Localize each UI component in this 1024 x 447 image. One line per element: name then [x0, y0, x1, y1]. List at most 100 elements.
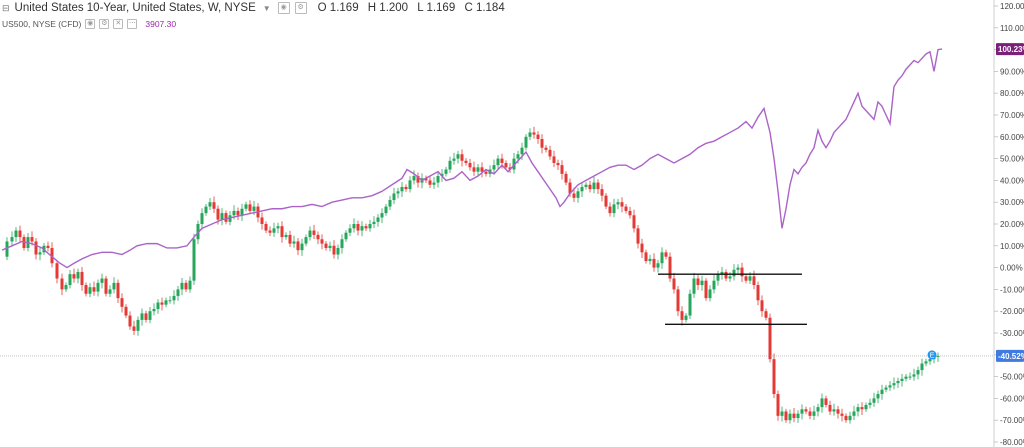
candle-body: [720, 271, 724, 275]
candle-body: [712, 280, 716, 290]
y-tick-label: 20.00%: [1000, 220, 1024, 229]
chevron-down-icon[interactable]: ▼: [262, 3, 271, 13]
y-tick-label: 0.00%: [1000, 264, 1023, 273]
candle-body: [628, 210, 632, 216]
candle-body: [252, 206, 256, 211]
candle-body: [416, 176, 420, 183]
candle-body: [428, 180, 432, 185]
event-marker-letter: E: [930, 353, 935, 360]
candle-body: [836, 409, 840, 414]
candle-body: [280, 226, 284, 238]
candle-body: [50, 247, 54, 264]
candle-body: [908, 376, 912, 378]
candle-body: [324, 243, 328, 248]
candle-body: [300, 243, 304, 251]
candle-body: [156, 302, 160, 310]
candle-body: [46, 245, 50, 248]
close-icon[interactable]: ✕: [113, 19, 124, 29]
candle-body: [484, 171, 488, 174]
candle-body: [224, 213, 228, 222]
candle-body: [880, 389, 884, 395]
y-tick-label: 80.00%: [1000, 89, 1024, 98]
candle-body: [652, 258, 656, 268]
candle-body: [888, 385, 892, 388]
candle-body: [540, 138, 544, 148]
candle-body: [148, 311, 152, 320]
candle-body: [168, 300, 172, 302]
collapse-icon[interactable]: ⊟: [2, 2, 10, 13]
main-symbol-title[interactable]: United States 10-Year, United States, W,…: [14, 2, 256, 14]
annotations-layer: [658, 273, 807, 325]
candle-body: [644, 252, 648, 262]
candle-body: [55, 263, 59, 279]
visibility-eye-icon[interactable]: ◉: [85, 19, 96, 29]
candle-body: [900, 378, 904, 381]
candle-body: [124, 306, 128, 316]
candle-body: [816, 407, 820, 412]
candle-body: [524, 136, 528, 148]
compare-symbol-title[interactable]: US500, NYSE (CFD): [2, 19, 82, 29]
candle-body: [392, 193, 396, 201]
price-axis[interactable]: 120.00%110.00%100.00%90.00%80.00%70.00%6…: [994, 2, 1024, 447]
candle-body: [80, 271, 84, 286]
candle-body: [852, 411, 856, 416]
candle-body: [592, 182, 596, 190]
candle-body: [332, 245, 336, 255]
candle-body: [76, 271, 80, 279]
candle-body: [404, 186, 408, 190]
candle-body: [856, 407, 860, 412]
candle-body: [768, 317, 772, 360]
candle-body: [5, 241, 9, 257]
event-marker[interactable]: E: [927, 350, 937, 360]
y-tick-label: -80.00%: [1000, 438, 1024, 447]
chart-legend-main: ⊟ United States 10-Year, United States, …: [2, 2, 511, 14]
candle-body: [260, 217, 264, 224]
candle-body: [292, 241, 296, 244]
candle-body: [88, 287, 92, 294]
candle-body: [10, 237, 14, 242]
candle-body: [560, 165, 564, 174]
candle-body: [604, 195, 608, 207]
candle-body: [624, 206, 628, 211]
candle-body: [884, 387, 888, 390]
candle-body: [668, 256, 672, 279]
candle-body: [916, 370, 920, 375]
visibility-eye-icon[interactable]: ◉: [277, 2, 290, 14]
candle-body: [424, 178, 428, 181]
candle-body: [152, 309, 156, 312]
candle-body: [144, 313, 148, 320]
candle-body: [564, 173, 568, 183]
settings-gear-icon[interactable]: ⚙: [99, 19, 110, 29]
candle-body: [732, 269, 736, 277]
candle-body: [412, 176, 416, 181]
candle-body: [828, 404, 832, 412]
event-marker-icon: [927, 350, 937, 360]
candle-body: [372, 221, 376, 224]
us500-last-value-badge: 100.23%: [998, 45, 1024, 54]
candle-body: [728, 276, 732, 279]
candle-body: [272, 228, 276, 233]
candle-body: [600, 189, 604, 196]
candle-body: [364, 226, 368, 229]
candle-body: [356, 224, 360, 231]
candle-body: [360, 226, 364, 231]
candle-body: [736, 267, 740, 270]
compare-value: 3907.30: [145, 19, 177, 29]
us500-last-value-badge-bg: [996, 43, 1024, 56]
candle-body: [480, 167, 484, 172]
candle-body: [688, 293, 692, 316]
candle-body: [304, 237, 308, 244]
last-value-badges: 100.23% -40.52%: [996, 43, 1024, 362]
ohlc-close: C 1.184: [464, 2, 505, 14]
candle-body: [800, 409, 804, 414]
ohlc-open: O 1.169: [317, 2, 359, 14]
candle-body: [640, 243, 644, 253]
candle-body: [336, 247, 340, 255]
candle-body: [608, 206, 612, 214]
candle-body: [548, 149, 552, 157]
candle-body: [160, 302, 164, 305]
settings-gear-icon[interactable]: ⚙: [294, 2, 307, 14]
more-icon[interactable]: ⋯: [127, 19, 138, 29]
candle-body: [672, 278, 676, 290]
